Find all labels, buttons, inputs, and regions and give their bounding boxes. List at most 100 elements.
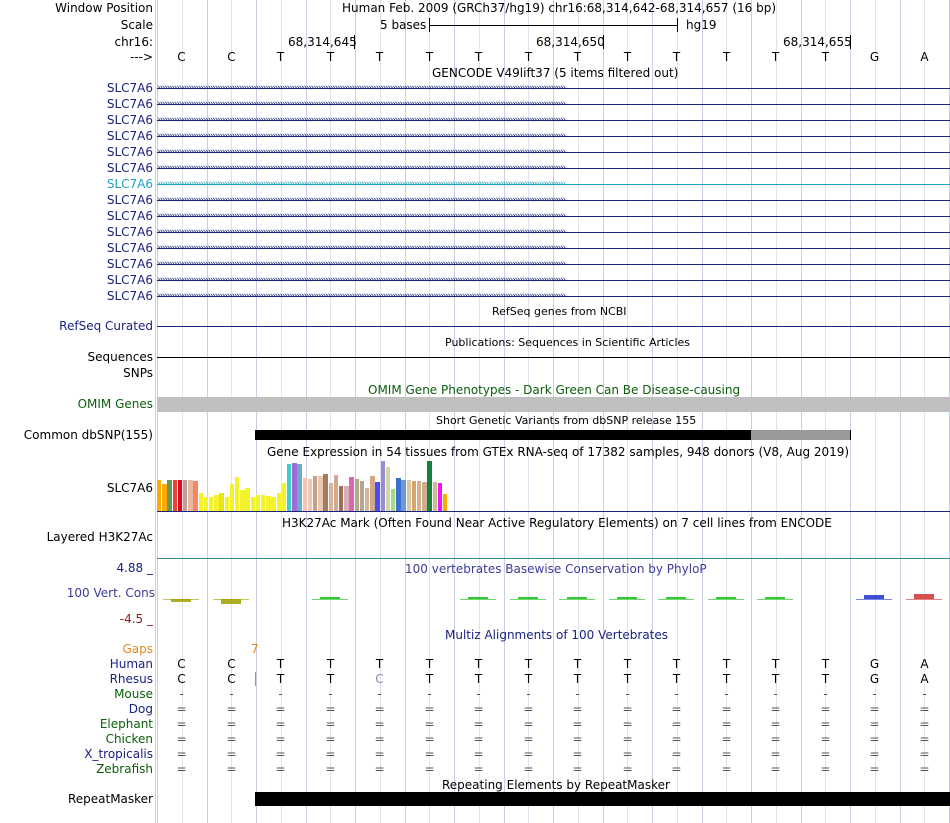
gtex-tissue-bar[interactable] <box>411 481 417 511</box>
gtex-tissue-bar[interactable] <box>214 495 219 511</box>
gtex-bar-chart[interactable] <box>157 460 950 511</box>
gtex-tissue-bar[interactable] <box>292 463 297 511</box>
sequences-track-label[interactable]: Sequences <box>87 350 153 364</box>
gtex-tissue-bar[interactable] <box>422 482 427 511</box>
gencode-transcript-line[interactable] <box>157 232 950 233</box>
gtex-tissue-bar[interactable] <box>203 497 209 511</box>
phylop-score-mark[interactable] <box>765 597 785 599</box>
gencode-transcript-label[interactable]: SLC7A6 <box>106 145 153 159</box>
phylop-score-mark[interactable] <box>567 597 587 599</box>
gtex-tissue-bar[interactable] <box>167 480 172 511</box>
gtex-tissue-bar[interactable] <box>219 493 224 511</box>
gtex-tissue-bar[interactable] <box>427 461 432 511</box>
gtex-tissue-bar[interactable] <box>287 464 292 511</box>
gtex-tissue-bar[interactable] <box>188 480 193 511</box>
gencode-transcript-label[interactable]: SLC7A6 <box>106 273 153 287</box>
species-label[interactable]: Mouse <box>114 687 153 701</box>
multiz-track-title[interactable]: Multiz Alignments of 100 Vertebrates <box>445 628 669 642</box>
gtex-tissue-bar[interactable] <box>245 488 250 511</box>
gencode-transcript-label[interactable]: SLC7A6 <box>106 81 153 95</box>
gtex-tissue-bar[interactable] <box>349 477 354 511</box>
phylop-score-mark[interactable] <box>617 597 637 599</box>
gtex-tissue-bar[interactable] <box>344 486 349 511</box>
gtex-tissue-bar[interactable] <box>193 481 198 511</box>
phylop-score-mark[interactable] <box>716 597 736 599</box>
gencode-transcript-line[interactable] <box>157 184 950 185</box>
repeatmasker-track-label[interactable]: RepeatMasker <box>67 792 153 806</box>
gencode-transcript-label[interactable]: SLC7A6 <box>106 209 153 223</box>
gencode-transcript-line[interactable] <box>157 168 950 169</box>
gtex-tissue-bar[interactable] <box>359 481 365 511</box>
gtex-tissue-bar[interactable] <box>323 474 328 511</box>
species-label[interactable]: Zebrafish <box>96 762 153 776</box>
dbsnp-variant-bar[interactable] <box>751 430 850 440</box>
gencode-transcript-label[interactable]: SLC7A6 <box>106 257 153 271</box>
gtex-tissue-bar[interactable] <box>172 480 177 511</box>
omim-track-label[interactable]: OMIM Genes <box>77 397 153 411</box>
gencode-transcript-line[interactable] <box>157 152 950 153</box>
gencode-track-title[interactable]: GENCODE V49lift37 (5 items filtered out) <box>432 66 679 80</box>
h3k27ac-track-title[interactable]: H3K27Ac Mark (Often Found Near Active Re… <box>282 516 832 530</box>
gtex-tissue-bar[interactable] <box>261 495 266 511</box>
repeat-element-bar[interactable] <box>255 792 950 806</box>
gtex-tissue-bar[interactable] <box>276 493 281 511</box>
gtex-tissue-bar[interactable] <box>401 480 406 511</box>
gtex-tissue-bar[interactable] <box>209 497 214 511</box>
phylop-score-mark[interactable] <box>914 594 934 599</box>
phylop-score-mark[interactable] <box>666 597 686 599</box>
repeatmasker-track-title[interactable]: Repeating Elements by RepeatMasker <box>442 778 670 792</box>
gtex-tissue-bar[interactable] <box>157 480 162 511</box>
gtex-tissue-bar[interactable] <box>380 461 385 511</box>
gtex-tissue-bar[interactable] <box>271 497 276 511</box>
gencode-transcript-line[interactable] <box>157 104 950 105</box>
omim-track-title[interactable]: OMIM Gene Phenotypes - Dark Green Can Be… <box>368 383 741 397</box>
snps-track-label[interactable]: SNPs <box>123 366 153 380</box>
gtex-tissue-bar[interactable] <box>391 489 396 511</box>
refseq-track-title[interactable]: RefSeq genes from NCBI <box>492 305 627 318</box>
gtex-tissue-bar[interactable] <box>307 479 313 511</box>
gtex-tissue-bar[interactable] <box>417 481 422 511</box>
phylop-score-mark[interactable] <box>171 599 191 602</box>
gtex-tissue-bar[interactable] <box>297 464 302 511</box>
gencode-transcript-label[interactable]: SLC7A6 <box>106 161 153 175</box>
species-label[interactable]: X_tropicalis <box>84 747 153 761</box>
sequences-track-title[interactable]: Publications: Sequences in Scientific Ar… <box>445 336 690 349</box>
gencode-transcript-line[interactable] <box>157 136 950 137</box>
phylop-score-mark[interactable] <box>518 597 538 599</box>
gtex-tissue-bar[interactable] <box>333 475 339 511</box>
dbsnp-variant-bar[interactable] <box>255 430 851 440</box>
gtex-tissue-bar[interactable] <box>318 476 323 511</box>
gtex-tissue-bar[interactable] <box>365 488 370 511</box>
dbsnp-track-title[interactable]: Short Genetic Variants from dbSNP releas… <box>436 414 697 427</box>
gtex-tissue-bar[interactable] <box>255 495 261 511</box>
species-label[interactable]: Rhesus <box>109 672 153 686</box>
gtex-tissue-bar[interactable] <box>235 477 240 511</box>
phylop-track-title[interactable]: 100 vertebrates Basewise Conservation by… <box>405 562 707 576</box>
phylop-score-mark[interactable] <box>864 595 884 599</box>
gtex-tissue-bar[interactable] <box>406 480 411 511</box>
gencode-transcript-line[interactable] <box>157 248 950 249</box>
gtex-tissue-bar[interactable] <box>302 478 307 511</box>
phylop-track-label[interactable]: 100 Vert. Cons <box>66 586 155 600</box>
gtex-tissue-bar[interactable] <box>339 486 344 511</box>
gtex-tissue-bar[interactable] <box>198 493 203 511</box>
gtex-tissue-bar[interactable] <box>162 484 167 511</box>
gencode-transcript-line[interactable] <box>157 200 950 201</box>
gtex-tissue-bar[interactable] <box>250 497 255 511</box>
gtex-tissue-bar[interactable] <box>354 479 359 511</box>
gtex-tissue-bar[interactable] <box>240 490 245 511</box>
gencode-transcript-label[interactable]: SLC7A6 <box>106 289 153 303</box>
omim-gene-bar[interactable] <box>157 397 950 412</box>
gencode-transcript-line[interactable] <box>157 296 950 297</box>
gencode-transcript-label[interactable]: SLC7A6 <box>106 225 153 239</box>
species-label[interactable]: Elephant <box>99 717 153 731</box>
gencode-transcript-label[interactable]: SLC7A6 <box>106 193 153 207</box>
refseq-track-label[interactable]: RefSeq Curated <box>59 319 153 333</box>
gtex-tissue-bar[interactable] <box>375 482 380 511</box>
gtex-tissue-bar[interactable] <box>385 467 391 511</box>
gencode-transcript-line[interactable] <box>157 120 950 121</box>
dbsnp-track-label[interactable]: Common dbSNP(155) <box>23 428 153 442</box>
gencode-transcript-label[interactable]: SLC7A6 <box>106 241 153 255</box>
gtex-tissue-bar[interactable] <box>437 483 443 511</box>
gtex-track-label[interactable]: SLC7A6 <box>106 481 153 495</box>
